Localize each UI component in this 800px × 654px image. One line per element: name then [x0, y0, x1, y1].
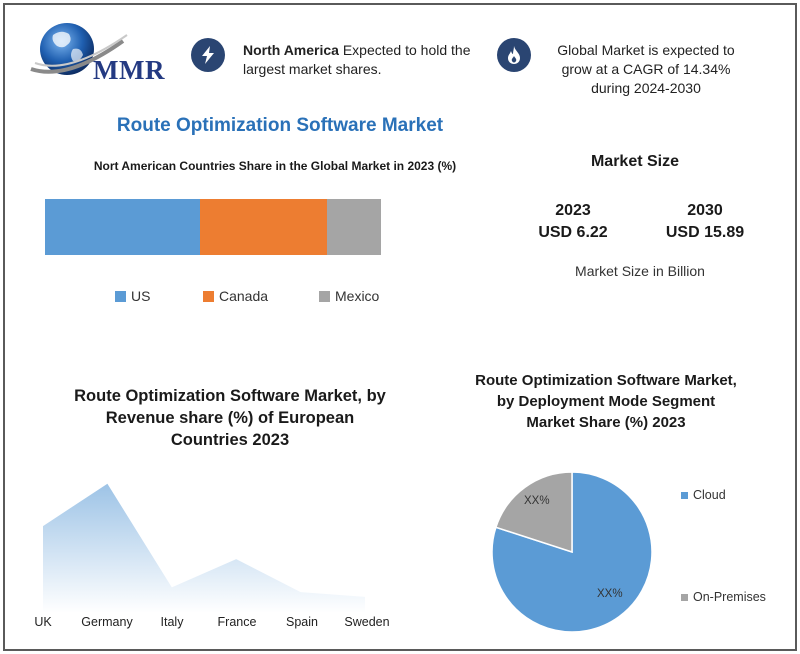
infographic-frame: MMR North America Expected to hold the l…: [3, 3, 797, 651]
legend-swatch-mexico: [319, 290, 330, 302]
year-2030-label: 2030: [687, 202, 723, 219]
pie-legend-swatch-on-premises: [681, 593, 688, 601]
bar-segment-canada: [199, 199, 328, 255]
x-tick-italy: Italy: [160, 615, 184, 629]
market-size-2023: 2023 USD 6.22: [513, 200, 633, 244]
na-text: Expected to hold the largest market shar…: [243, 42, 471, 77]
stacked-bar: [45, 199, 381, 255]
cagr-note: Global Market is expected to grow at a C…: [557, 42, 735, 96]
na-bold: North America: [243, 42, 339, 58]
legend-label-mexico: Mexico: [335, 288, 380, 304]
pie-slice-on-premises: [494, 471, 573, 554]
pie-legend-swatch-cloud: [681, 491, 688, 499]
legend-item-us: US: [115, 288, 150, 304]
pie-label-on-premises: XX%: [524, 495, 550, 507]
pie-chart-title: Route Optimization Software Market, by D…: [475, 372, 737, 431]
bar-segment-mexico: [327, 199, 381, 255]
legend-item-mexico: Mexico: [319, 288, 379, 304]
logo-text: MMR: [93, 55, 165, 85]
x-tick-uk: UK: [34, 615, 52, 629]
globe-icon: [30, 23, 128, 75]
pie-label-cloud: XX%: [597, 588, 623, 600]
pie-legend-label-on-premises: On-Premises: [693, 590, 766, 604]
north-america-note: North America Expected to hold the large…: [243, 41, 483, 79]
pie-legend-on-premises: On-Premises: [681, 590, 766, 604]
x-tick-france: France: [217, 615, 257, 629]
page-title: Route Optimization Software Market: [116, 115, 444, 136]
value-2023: USD 6.22: [538, 224, 608, 241]
year-2023-label: 2023: [555, 202, 591, 219]
x-tick-spain: Spain: [286, 615, 318, 629]
pie-legend-cloud: Cloud: [681, 488, 726, 502]
x-tick-sweden: Sweden: [344, 615, 390, 629]
mmr-logo: MMR: [27, 19, 177, 89]
x-tick-germany: Germany: [81, 615, 133, 629]
bar-chart-title: Nort American Countries Share in the Glo…: [93, 159, 457, 173]
market-size-title: Market Size: [590, 153, 680, 170]
bar-segment-us: [45, 199, 200, 255]
area-series: [43, 483, 365, 613]
pie-chart: [491, 471, 653, 633]
area-chart-title: Route Optimization Software Market, by R…: [74, 387, 386, 449]
flame-icon: [497, 38, 531, 72]
legend-swatch-us: [115, 290, 126, 302]
value-2030: USD 15.89: [665, 224, 745, 241]
market-size-unit-note: Market Size in Billion: [575, 263, 705, 279]
area-chart: [43, 483, 365, 613]
lightning-icon: [191, 38, 225, 72]
legend-item-canada: Canada: [203, 288, 268, 304]
market-size-2030: 2030 USD 15.89: [645, 200, 765, 244]
pie-legend-label-cloud: Cloud: [693, 488, 726, 502]
legend-label-us: US: [131, 288, 151, 304]
legend-label-canada: Canada: [219, 288, 269, 304]
legend-swatch-canada: [203, 290, 214, 302]
